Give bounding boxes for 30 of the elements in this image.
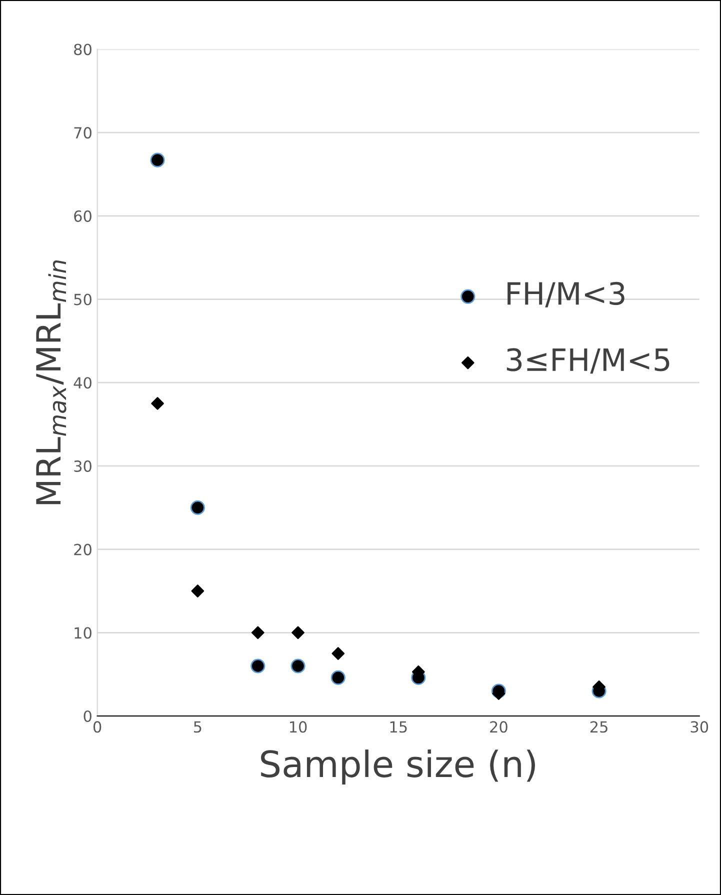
point <box>250 658 266 674</box>
y-tick-label: 70 <box>74 127 92 139</box>
point <box>151 397 164 410</box>
y-tick-label: 80 <box>74 44 92 56</box>
x-tick-label: 25 <box>590 721 608 733</box>
y-tick-label: 30 <box>74 460 92 472</box>
x-tick-label: 15 <box>390 721 407 733</box>
legend-label: FH/M<3 <box>508 282 624 308</box>
point <box>292 626 304 640</box>
y-tick-label: 20 <box>74 544 92 556</box>
x-tick-label: 10 <box>290 721 307 733</box>
y-tick-label: 40 <box>74 377 92 389</box>
x-tick-label: 20 <box>490 721 508 733</box>
point <box>330 670 346 685</box>
y-tick-label: 60 <box>74 210 92 222</box>
y-tick-label: 50 <box>74 294 92 306</box>
y-axis-title: MRL$_{max}$/MRL$_{min}$ <box>36 260 66 504</box>
y-tick-label: 0 <box>84 710 92 722</box>
x-tick-label: 5 <box>194 721 202 733</box>
point <box>191 584 204 598</box>
y-tick-label: 10 <box>74 627 92 639</box>
point <box>190 500 205 515</box>
point <box>150 152 165 168</box>
point <box>251 626 264 640</box>
point <box>290 658 306 674</box>
x-tick-label: 30 <box>690 721 708 733</box>
x-axis-title: Sample size (n) <box>261 750 535 784</box>
legend-label: 3≤FH/M<5 <box>506 348 670 374</box>
point <box>332 647 345 660</box>
x-tick-label: 0 <box>93 721 102 733</box>
